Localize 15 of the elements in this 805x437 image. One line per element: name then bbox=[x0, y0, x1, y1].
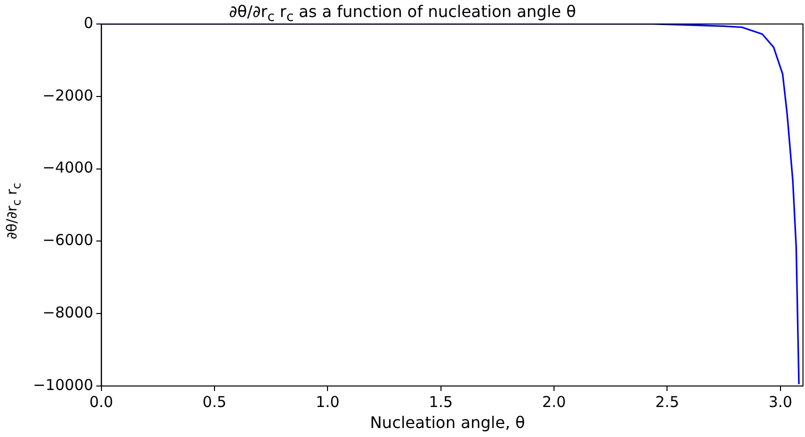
x-tick-label: 1.5 bbox=[428, 392, 453, 411]
y-tick-label: −4000 bbox=[42, 158, 94, 177]
x-tick-label: 1.0 bbox=[316, 392, 340, 411]
chart-title: ∂θ/∂r$_{c}$ r$_{c}$ as a function of nucleation angle θ bbox=[229, 2, 576, 26]
x-tick-label: 2.0 bbox=[542, 392, 566, 411]
x-tick-label: 0.0 bbox=[89, 392, 114, 411]
y-tick-label: −10000 bbox=[32, 376, 94, 394]
y-tick-label: −6000 bbox=[42, 231, 94, 250]
y-tick-label: −8000 bbox=[42, 303, 94, 322]
y-tick-label: 0 bbox=[84, 14, 94, 32]
y-tick-label: −2000 bbox=[42, 86, 94, 104]
x-axis-title: Nucleation angle, θ bbox=[368, 413, 526, 432]
x-tick-label: 2.5 bbox=[655, 392, 680, 411]
x-tick-label: 0.5 bbox=[202, 392, 226, 411]
x-tick-label: 3.0 bbox=[768, 392, 792, 411]
